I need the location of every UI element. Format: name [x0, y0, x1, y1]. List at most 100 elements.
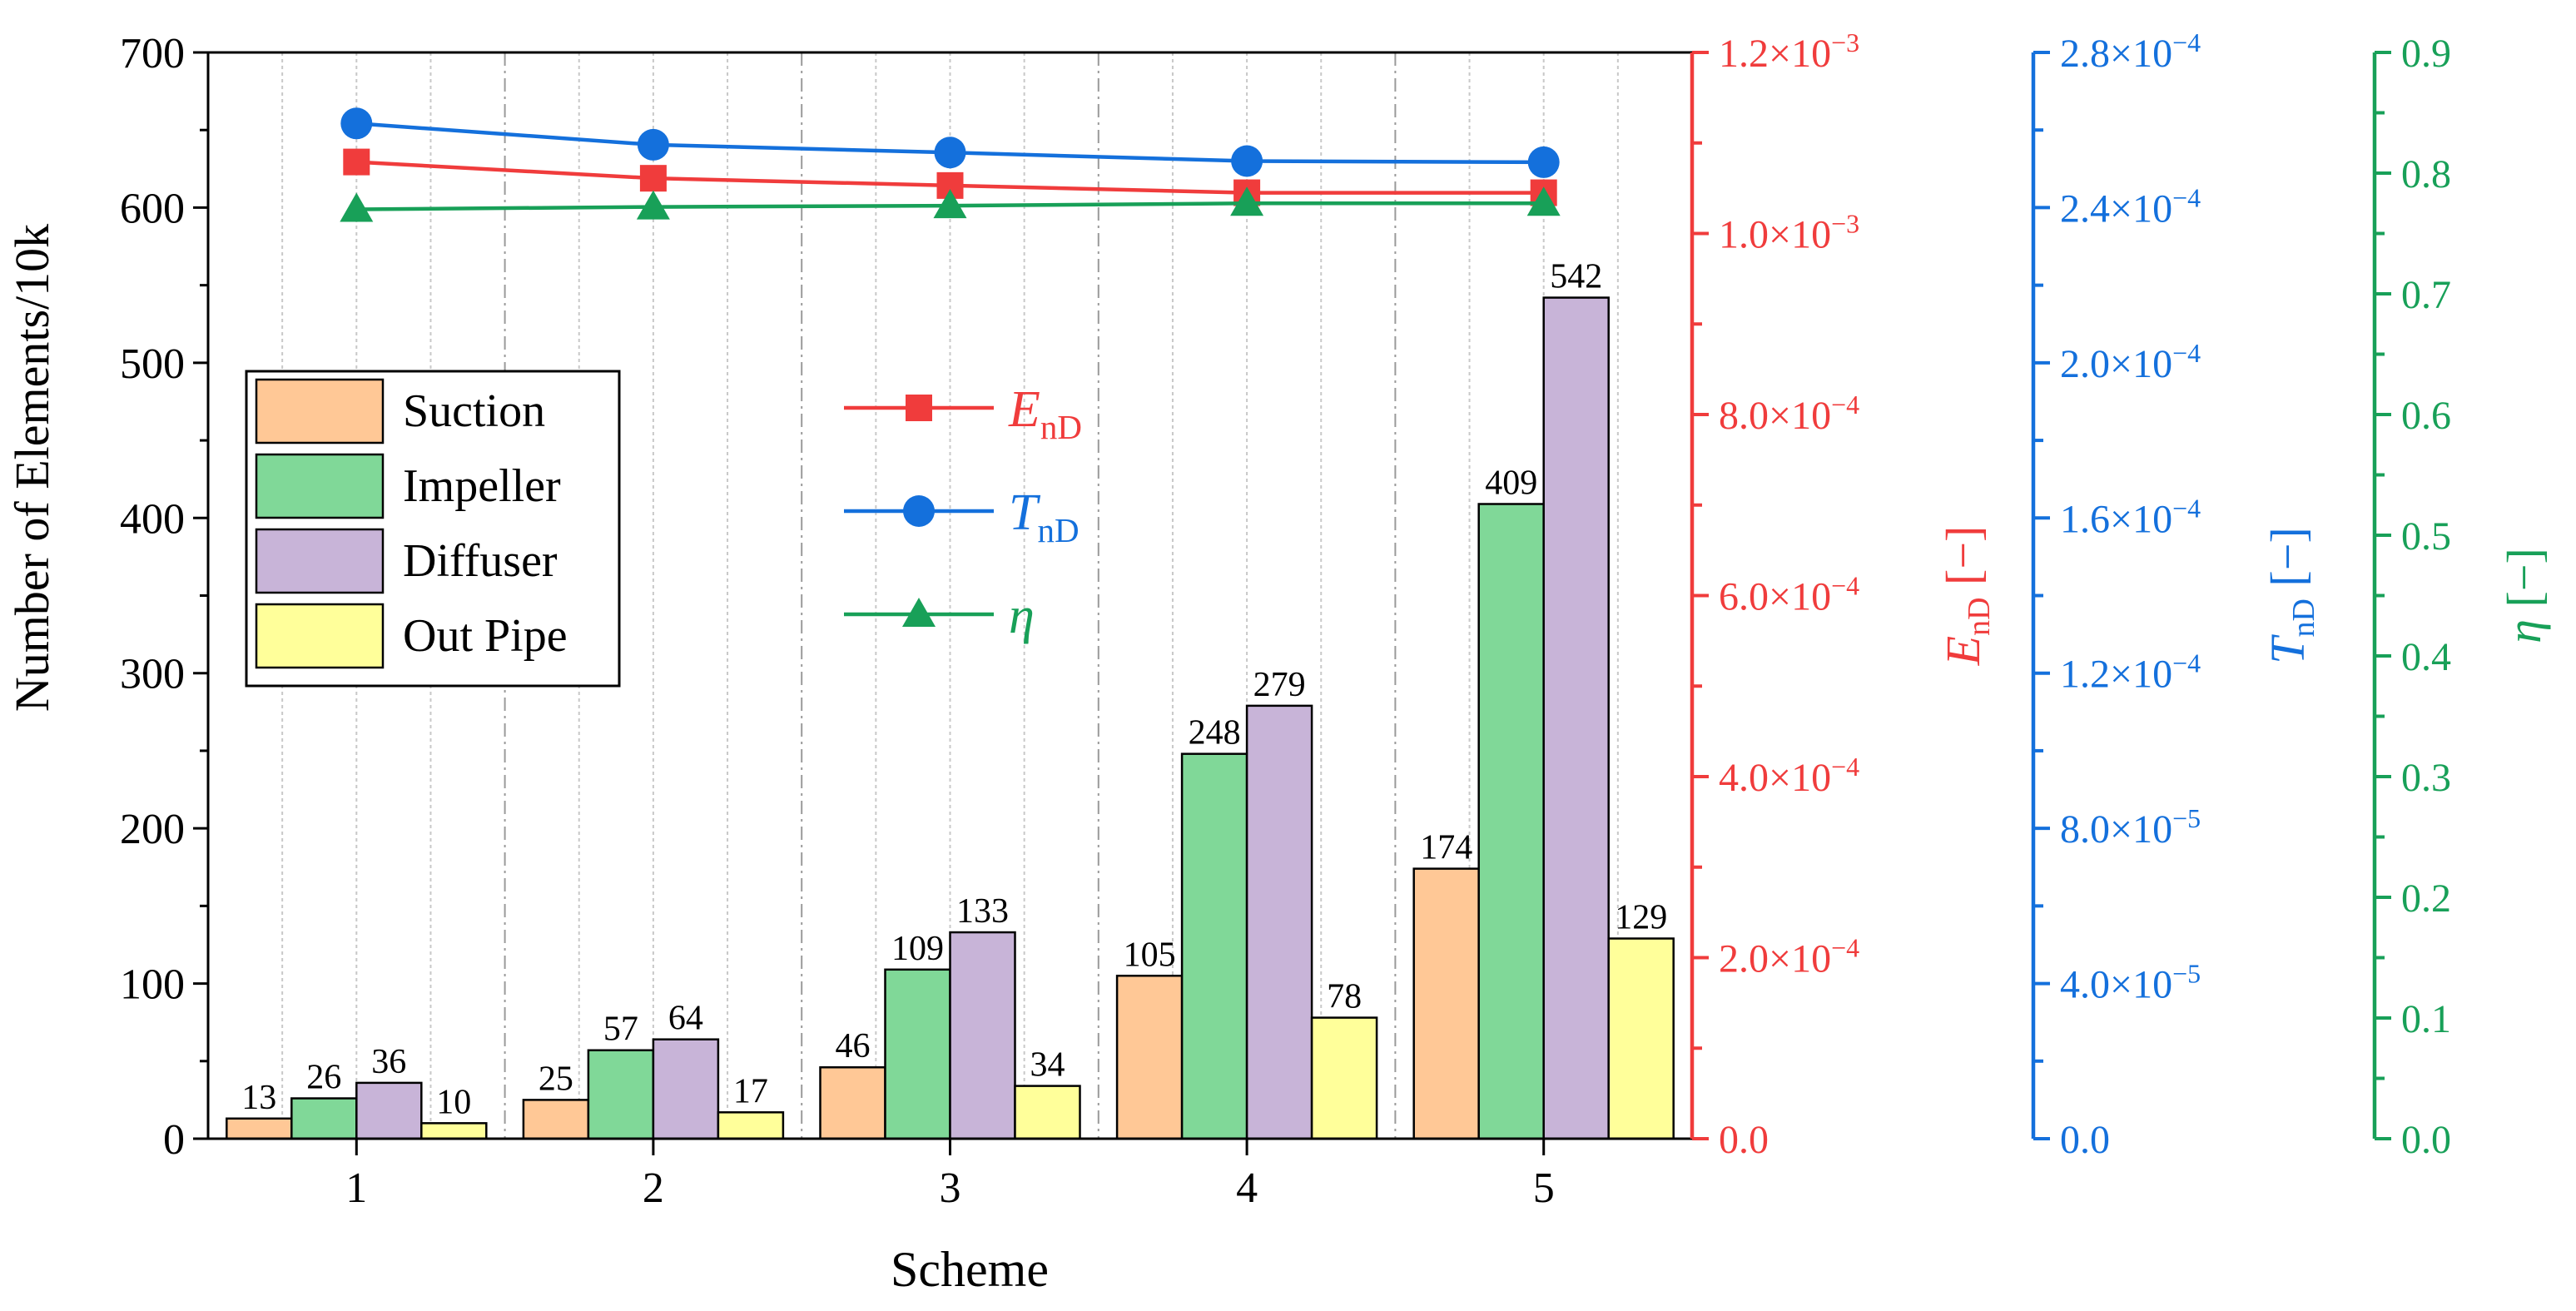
right-tick-label: 4.0×10−5	[2060, 959, 2201, 1007]
left-tick-label-400: 400	[120, 495, 185, 543]
legend-label-end: EnD	[1008, 381, 1082, 446]
bar-legend: Suction Impeller Diffuser Out Pipe	[245, 370, 621, 688]
bar-diffuser-2	[652, 1038, 720, 1140]
bar-value-labels: 13 25 46 105 174 26 57 109 248 409 36 64 133 279 542 10…	[241, 258, 1667, 1122]
right-tick-label: 2.0×10−4	[1719, 933, 1859, 981]
marker-tnd-4	[1231, 145, 1263, 177]
bar-impeller-3	[884, 968, 951, 1140]
legend-label-impeller: Impeller	[403, 460, 561, 512]
right-tick-label: 0.7	[2401, 273, 2451, 317]
right-tick-label: 8.0×10−4	[1719, 390, 1859, 438]
bar-diffuser-1	[355, 1081, 423, 1140]
bar-suction-2	[522, 1099, 590, 1140]
legend-marker-eta	[902, 598, 936, 627]
right-tick-label: 0.6	[2401, 394, 2451, 438]
bar-out-pipe-2	[717, 1111, 785, 1140]
bar-suction-4	[1115, 975, 1184, 1140]
right-axes: 0.0 2.0×10−4 4.0×10−4 6.0×10−4 8.0×10−4 1.0×1…	[1690, 27, 2551, 1162]
right-axis-title: η [−]	[2497, 548, 2551, 643]
bar-diffuser-5	[1542, 296, 1610, 1140]
bar-label-suction-3: 46	[836, 1027, 871, 1065]
marker-tnd-5	[1527, 146, 1560, 178]
bar-suction-3	[819, 1065, 886, 1140]
bar-label-out-pipe-2: 17	[733, 1072, 768, 1110]
left-tick-label-0: 0	[163, 1116, 185, 1164]
legend-marker-end	[906, 395, 932, 421]
bar-label-diffuser-5: 542	[1550, 258, 1602, 296]
marker-eta-5	[1526, 186, 1561, 216]
x-tick-label-2: 2	[643, 1165, 664, 1212]
right-tick-label: 0.8	[2401, 152, 2451, 196]
bar-label-suction-5: 174	[1420, 829, 1472, 867]
y-axis-title: Number of Elements/10k	[5, 224, 59, 712]
right-axis-t: 0.0 4.0×10−5 8.0×10−5 1.2×10−4 1.6×10−4 2.0×1…	[2031, 27, 2321, 1162]
left-tick-label-300: 300	[120, 651, 185, 698]
marker-eta-2	[636, 190, 670, 220]
right-axis-title: TnD [−]	[2261, 527, 2321, 664]
right-tick-label: 1.0×10−3	[1719, 209, 1859, 257]
right-tick-label: 0.1	[2401, 997, 2451, 1041]
legend-label-eta: η	[1009, 588, 1035, 644]
x-tick-label-3: 3	[940, 1165, 961, 1212]
bar-label-suction-4: 105	[1124, 936, 1176, 974]
marker-end-1	[343, 148, 370, 176]
right-tick-label: 0.2	[2401, 876, 2451, 921]
right-axis-title: EnD [−]	[1936, 526, 1997, 667]
bar-out-pipe-1	[420, 1122, 488, 1140]
right-tick-label: 1.2×10−3	[1719, 27, 1859, 76]
vertical-grid	[281, 52, 1619, 1139]
right-axis-: 0.0 0.1 0.2 0.3 0.4 0.5 0.6 0.7 0.8 0.9 η [−]	[2372, 32, 2551, 1162]
bar-label-diffuser-3: 133	[956, 892, 1009, 931]
legend-label-tnd: TnD	[1009, 484, 1080, 549]
bar-label-impeller-3: 109	[891, 930, 944, 968]
left-tick-label-600: 600	[120, 185, 185, 232]
bar-label-impeller-4: 248	[1189, 714, 1241, 752]
line-series	[340, 107, 1561, 222]
left-tick-label-700: 700	[120, 30, 185, 77]
legend-label-diffuser: Diffuser	[403, 535, 558, 587]
right-tick-label: 0.0	[1719, 1118, 1769, 1162]
right-tick-label: 0.5	[2401, 514, 2451, 559]
right-tick-label: 1.6×10−4	[2060, 493, 2201, 541]
right-tick-label: 0.3	[2401, 756, 2451, 800]
marker-end-2	[639, 165, 667, 192]
marker-tnd-1	[340, 107, 373, 140]
bar-label-diffuser-2: 64	[668, 1000, 703, 1038]
bars	[226, 296, 1675, 1140]
marker-eta-1	[340, 192, 374, 222]
right-tick-label: 0.0	[2060, 1118, 2110, 1162]
right-tick-label: 2.0×10−4	[2060, 338, 2201, 386]
right-tick-label: 0.0	[2401, 1118, 2451, 1162]
left-tick-label-100: 100	[120, 961, 185, 1009]
marker-eta-4	[1230, 186, 1264, 216]
x-axis-title: Scheme	[891, 1242, 1049, 1297]
bar-out-pipe-4	[1310, 1016, 1378, 1140]
legend-swatch-diffuser	[255, 528, 385, 594]
bar-label-impeller-1: 26	[306, 1059, 341, 1097]
bar-out-pipe-5	[1607, 937, 1675, 1140]
marker-tnd-2	[637, 128, 669, 161]
right-tick-label: 8.0×10−5	[2060, 803, 2201, 852]
legend-label-suction: Suction	[403, 385, 545, 437]
right-tick-label: 2.4×10−4	[2060, 182, 2201, 231]
bar-impeller-2	[587, 1049, 655, 1140]
bar-label-diffuser-1: 36	[371, 1043, 406, 1081]
bar-diffuser-4	[1245, 704, 1313, 1140]
bar-label-out-pipe-5: 129	[1615, 899, 1667, 937]
bar-label-impeller-2: 57	[603, 1011, 638, 1049]
marker-eta-3	[933, 189, 967, 219]
left-tick-label-500: 500	[120, 340, 185, 388]
bar-label-diffuser-4: 279	[1253, 666, 1306, 704]
right-axis-e: 0.0 2.0×10−4 4.0×10−4 6.0×10−4 8.0×10−4 1.0×1…	[1690, 27, 1997, 1162]
bar-label-out-pipe-3: 34	[1030, 1046, 1065, 1085]
line-legend: EnD TnD η	[844, 381, 1082, 644]
bar-impeller-1	[290, 1097, 358, 1140]
legend-swatch-suction	[255, 378, 385, 444]
bar-suction-5	[1412, 867, 1480, 1140]
bar-label-suction-1: 13	[241, 1079, 276, 1117]
bar-label-out-pipe-1: 10	[436, 1083, 471, 1121]
right-tick-label: 6.0×10−4	[1719, 571, 1859, 619]
bar-impeller-5	[1477, 503, 1545, 1140]
bar-label-impeller-5: 409	[1485, 464, 1537, 503]
